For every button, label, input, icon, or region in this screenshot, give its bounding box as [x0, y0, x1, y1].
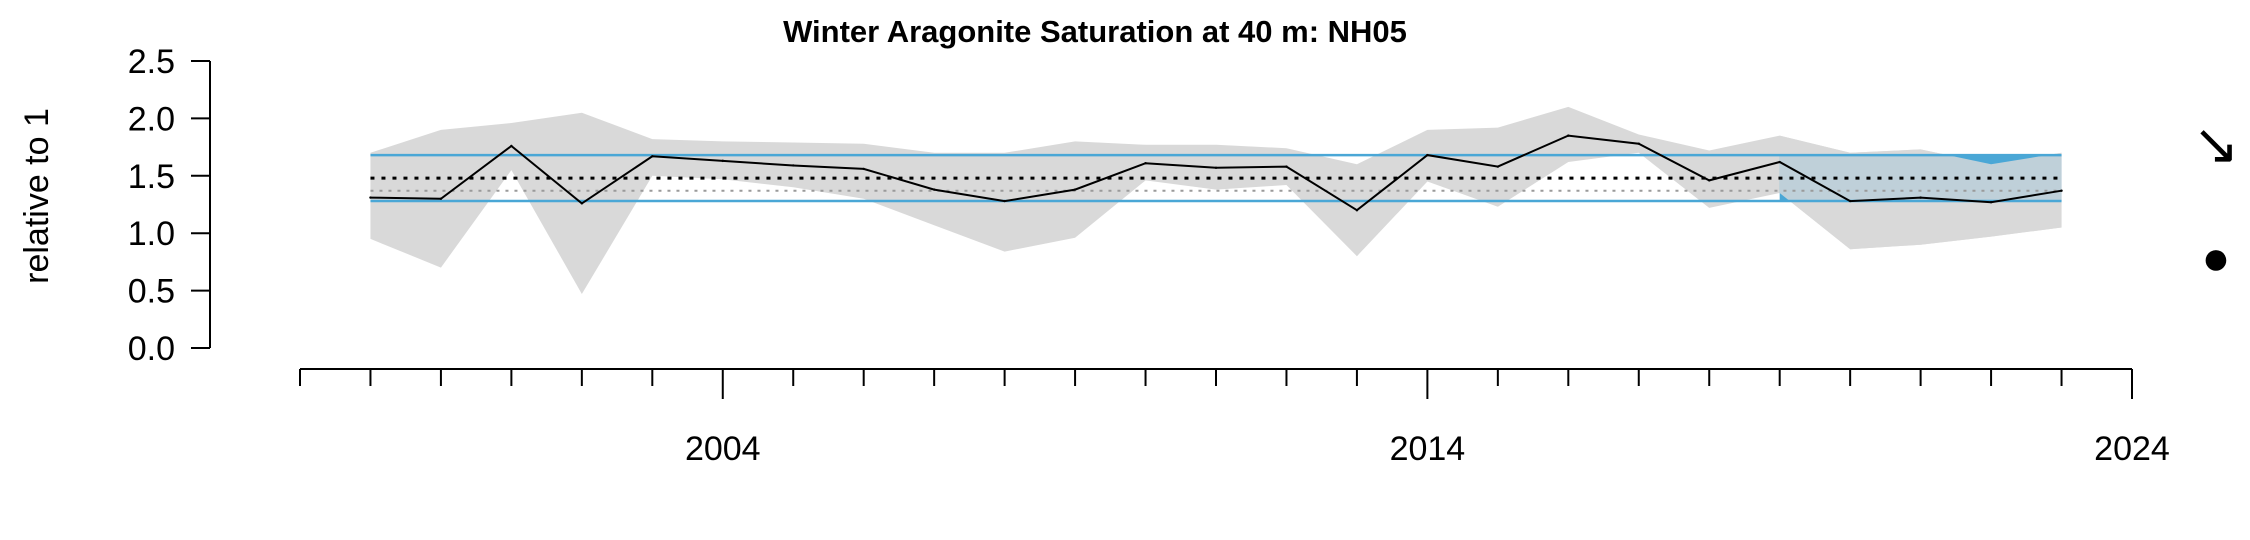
plot-area — [369, 106, 2063, 295]
data-point — [1637, 142, 1640, 145]
recent-window-envelope — [1779, 135, 2062, 250]
axes: 0.0 0.5 1.0 1.5 2.0 2.5 2004 2014 2024 — [128, 43, 2170, 468]
data-point — [1003, 199, 1006, 203]
y-tick-label: 2.0 — [128, 100, 175, 138]
trend-arrow-icon: ↘ — [2193, 112, 2240, 175]
y-tick-label: 0.5 — [128, 273, 175, 311]
y-tick-label: 1.0 — [128, 215, 175, 253]
data-point — [1708, 179, 1711, 182]
data-point — [721, 159, 724, 163]
y-tick-label: 0.0 — [128, 330, 175, 368]
data-point — [580, 202, 584, 205]
data-point — [510, 144, 513, 148]
data-point — [1989, 201, 1993, 204]
data-point — [792, 164, 795, 167]
data-point — [1496, 165, 1500, 168]
data-point — [1073, 188, 1077, 191]
data-point — [1919, 196, 1922, 199]
data-point — [1567, 134, 1570, 137]
chart-title: Winter Aragonite Saturation at 40 m: NH0… — [783, 14, 1407, 49]
data-point — [369, 196, 372, 199]
data-point — [1426, 153, 1429, 157]
data-point — [1355, 209, 1359, 212]
y-tick-label: 1.5 — [128, 158, 175, 196]
data-point — [1848, 199, 1852, 203]
data-point — [862, 167, 865, 171]
indicator-symbols: ↘ ● — [2193, 112, 2240, 285]
data-point — [1144, 161, 1147, 165]
uncertainty-envelope — [370, 106, 2062, 295]
data-point — [1778, 160, 1781, 164]
y-axis-label: relative to 1 — [18, 108, 56, 284]
data-point — [1285, 165, 1288, 168]
status-dot-icon: ● — [2202, 232, 2231, 285]
data-point — [2060, 189, 2063, 192]
x-tick-label: 2014 — [1390, 430, 1466, 468]
data-point — [932, 188, 936, 191]
y-tick-label: 2.5 — [128, 43, 175, 81]
x-tick-label: 2004 — [685, 430, 761, 468]
data-point — [1214, 166, 1218, 169]
data-point — [439, 197, 443, 200]
x-tick-label: 2024 — [2094, 430, 2170, 468]
data-point — [651, 155, 654, 158]
